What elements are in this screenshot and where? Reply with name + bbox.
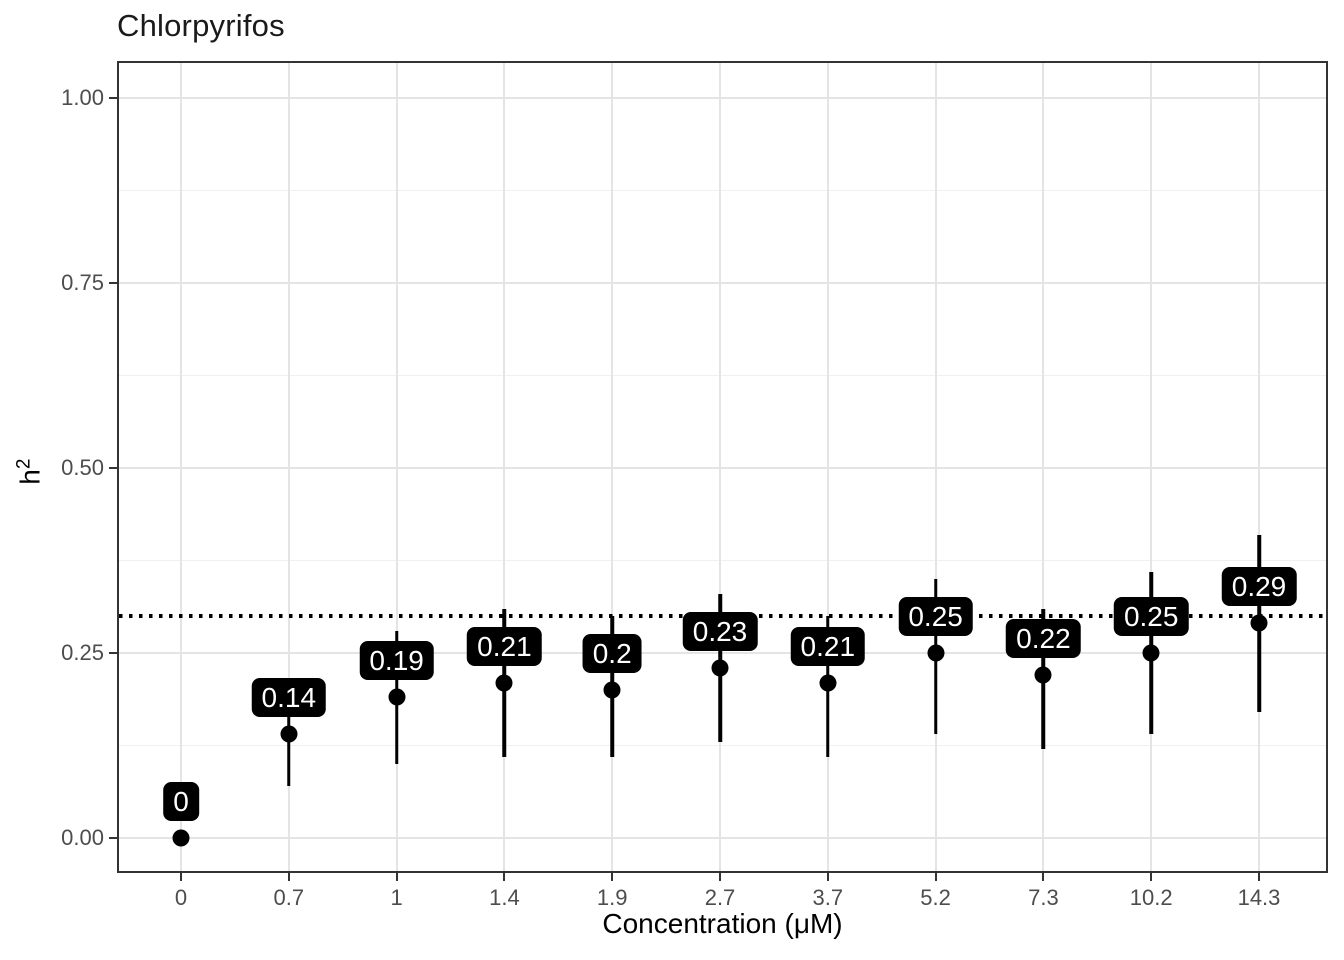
x-tick-label: 1.4 <box>489 885 520 910</box>
h-gridline-minor <box>117 559 1328 562</box>
x-tick <box>934 873 937 881</box>
data-point <box>280 725 298 743</box>
x-tick <box>719 873 721 881</box>
v-gridline <box>1042 61 1045 873</box>
x-tick <box>503 873 506 881</box>
v-gridline <box>934 61 937 873</box>
data-point <box>1034 666 1052 684</box>
v-gridline <box>503 61 506 873</box>
y-tick-label: 0.75 <box>61 270 104 295</box>
v-gridline <box>611 61 614 873</box>
x-tick-label: 0.7 <box>273 885 305 910</box>
x-tick <box>180 873 182 881</box>
y-tick-label: 1.00 <box>61 85 104 110</box>
x-tick-label: 1.9 <box>596 885 628 910</box>
y-tick-label: 0.25 <box>61 640 104 665</box>
value-label: 0.21 <box>790 626 866 666</box>
y-tick <box>109 652 117 654</box>
value-label: 0.25 <box>1113 597 1189 636</box>
x-tick-label: 5.2 <box>920 885 951 910</box>
y-tick <box>109 97 117 99</box>
value-label: 0.14 <box>251 678 327 718</box>
value-label: 0.22 <box>1006 619 1081 659</box>
v-gridline <box>719 61 721 873</box>
y-axis-title-sup: 2 <box>13 458 35 470</box>
x-tick-label: 14.3 <box>1237 885 1281 910</box>
value-label: 0 <box>163 782 199 821</box>
data-point <box>388 688 406 706</box>
y-axis-title: h2 <box>13 422 46 522</box>
y-tick-label: 0.00 <box>61 825 104 850</box>
x-tick <box>1150 873 1153 881</box>
x-tick <box>287 873 290 881</box>
v-gridline <box>395 61 398 873</box>
x-tick-label: 7.3 <box>1028 885 1059 910</box>
x-tick-label: 10.2 <box>1129 885 1173 910</box>
h-gridline-minor <box>117 189 1328 192</box>
plot-title: Chlorpyrifos <box>117 8 285 43</box>
x-tick <box>826 873 829 881</box>
value-label: 0.2 <box>582 634 642 673</box>
h-gridline-major <box>117 467 1328 469</box>
v-gridline <box>826 61 829 873</box>
x-tick-label: 3.7 <box>812 885 844 910</box>
y-tick <box>109 837 117 839</box>
data-point <box>495 674 513 692</box>
x-tick-label: 1 <box>390 885 403 910</box>
y-tick <box>109 282 117 284</box>
y-tick <box>109 467 117 469</box>
x-tick-label: 2.7 <box>704 885 736 910</box>
x-tick <box>1042 873 1045 881</box>
value-label: 0.21 <box>467 626 542 666</box>
value-label: 0.29 <box>1221 567 1297 607</box>
x-tick <box>1258 873 1260 881</box>
data-point <box>711 659 729 677</box>
value-label: 0.19 <box>359 641 434 681</box>
data-point <box>603 681 621 699</box>
data-point <box>172 829 190 847</box>
h-gridline-major <box>117 652 1328 654</box>
value-label: 0.25 <box>898 597 973 636</box>
h-gridline-minor <box>117 374 1328 377</box>
h-gridline-major <box>117 837 1328 839</box>
data-point <box>819 674 837 692</box>
x-tick <box>395 873 398 881</box>
y-tick-label: 0.50 <box>61 455 104 480</box>
h-gridline-minor <box>117 744 1328 747</box>
data-point <box>1142 644 1160 662</box>
h-gridline-major <box>117 97 1328 99</box>
v-gridline <box>1150 61 1153 873</box>
v-gridline <box>1258 61 1260 873</box>
x-tick <box>611 873 614 881</box>
data-point <box>927 644 945 662</box>
data-point <box>1250 614 1268 632</box>
x-axis-title: Concentration (μM) <box>602 908 843 939</box>
v-gridline <box>180 61 182 873</box>
y-axis-title-base: h <box>14 469 46 485</box>
v-gridline <box>287 61 290 873</box>
x-tick-label: 0 <box>174 885 188 910</box>
h-gridline-major <box>117 282 1328 284</box>
value-label: 0.23 <box>682 611 758 651</box>
